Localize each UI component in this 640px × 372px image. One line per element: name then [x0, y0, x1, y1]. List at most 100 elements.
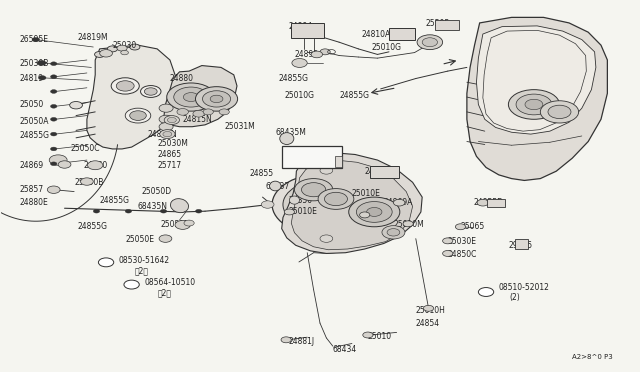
Text: 24850: 24850	[288, 196, 312, 205]
Text: 24815N: 24815N	[148, 129, 177, 139]
Circle shape	[121, 50, 129, 55]
Text: 24854: 24854	[416, 319, 440, 328]
Circle shape	[294, 179, 333, 201]
Text: S: S	[104, 259, 109, 265]
Circle shape	[525, 99, 543, 110]
Text: （2）: （2）	[157, 288, 171, 297]
Circle shape	[184, 220, 194, 226]
Text: 24880E: 24880E	[20, 198, 49, 207]
Circle shape	[37, 60, 46, 65]
Text: 25050: 25050	[20, 100, 44, 109]
Ellipse shape	[289, 196, 300, 204]
Text: 25030E: 25030E	[448, 237, 477, 246]
Circle shape	[284, 209, 294, 215]
Circle shape	[49, 155, 67, 165]
Circle shape	[99, 258, 114, 267]
Text: 24899: 24899	[294, 50, 319, 59]
Circle shape	[356, 202, 392, 222]
Circle shape	[51, 132, 57, 136]
Circle shape	[51, 75, 57, 78]
Circle shape	[177, 109, 188, 115]
Circle shape	[168, 118, 176, 123]
Circle shape	[159, 123, 173, 131]
Circle shape	[88, 161, 103, 170]
Text: 24855G: 24855G	[20, 131, 50, 141]
Text: 68434: 68434	[333, 344, 357, 353]
Text: 68435M: 68435M	[275, 128, 306, 137]
Circle shape	[508, 90, 559, 119]
Text: 24894: 24894	[288, 22, 312, 31]
Text: 24855G: 24855G	[339, 91, 369, 100]
Text: 25010G: 25010G	[285, 91, 315, 100]
Circle shape	[58, 161, 71, 168]
Text: 25857: 25857	[20, 185, 44, 194]
Text: 25505: 25505	[426, 19, 450, 28]
Circle shape	[360, 212, 370, 218]
Circle shape	[320, 235, 333, 242]
Text: 25030: 25030	[113, 41, 137, 50]
Text: 24850C: 24850C	[448, 250, 477, 259]
Text: 25050A: 25050A	[20, 117, 49, 126]
Circle shape	[141, 86, 161, 97]
Text: 24855: 24855	[250, 169, 274, 177]
Circle shape	[210, 95, 223, 103]
Circle shape	[320, 167, 333, 174]
Circle shape	[424, 305, 434, 311]
Circle shape	[272, 173, 381, 236]
Text: 29425: 29425	[508, 241, 532, 250]
Circle shape	[117, 45, 127, 51]
Circle shape	[125, 209, 132, 213]
Text: 25010: 25010	[368, 331, 392, 341]
Circle shape	[417, 35, 443, 49]
Text: A2>8^0 P3: A2>8^0 P3	[572, 354, 613, 360]
Polygon shape	[164, 65, 237, 127]
Circle shape	[311, 51, 323, 58]
Circle shape	[173, 87, 208, 107]
Text: 24855G: 24855G	[278, 74, 308, 83]
Circle shape	[387, 229, 400, 236]
Circle shape	[301, 183, 326, 197]
Circle shape	[125, 108, 151, 123]
Circle shape	[167, 83, 215, 111]
Bar	[282, 146, 342, 168]
Text: 25030B: 25030B	[20, 59, 49, 68]
Text: USA: USA	[292, 148, 313, 157]
Circle shape	[324, 192, 348, 206]
Circle shape	[38, 76, 46, 80]
Text: 25010E: 25010E	[352, 189, 381, 198]
Circle shape	[202, 91, 230, 107]
Circle shape	[548, 105, 571, 119]
Text: 08530-51642: 08530-51642	[119, 256, 170, 264]
Text: 25050D: 25050D	[141, 187, 172, 196]
Text: 24865: 24865	[157, 150, 181, 159]
Ellipse shape	[280, 133, 294, 144]
Circle shape	[159, 104, 173, 112]
Text: 25031M: 25031M	[224, 122, 255, 131]
Text: N: N	[129, 282, 135, 288]
Ellipse shape	[170, 199, 189, 213]
Circle shape	[93, 209, 100, 213]
Ellipse shape	[269, 181, 281, 191]
Circle shape	[403, 221, 413, 227]
Circle shape	[422, 38, 438, 46]
Bar	[291, 23, 324, 38]
Circle shape	[145, 88, 157, 95]
Circle shape	[516, 94, 552, 115]
Text: 68435N: 68435N	[138, 202, 168, 211]
Polygon shape	[467, 17, 607, 180]
Polygon shape	[476, 26, 596, 134]
Circle shape	[195, 87, 237, 111]
Bar	[487, 199, 505, 208]
Circle shape	[456, 224, 466, 230]
Circle shape	[95, 51, 105, 57]
Circle shape	[124, 280, 140, 289]
Circle shape	[51, 147, 57, 151]
Text: 25051M: 25051M	[161, 221, 191, 230]
Text: 25050C: 25050C	[71, 144, 100, 153]
Circle shape	[363, 332, 373, 338]
Circle shape	[283, 179, 370, 230]
Polygon shape	[282, 153, 422, 253]
Text: (2): (2)	[509, 293, 520, 302]
Circle shape	[292, 58, 307, 67]
Circle shape	[51, 90, 57, 93]
